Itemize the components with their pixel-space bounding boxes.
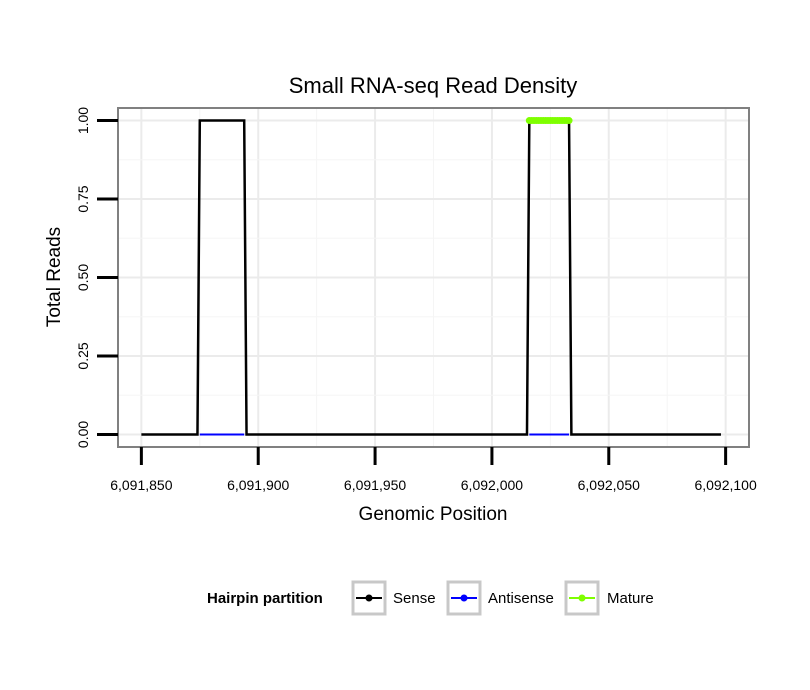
legend-point-antisense — [460, 594, 468, 602]
y-axis-title: Total Reads — [44, 227, 65, 327]
legend-item-mature: Mature — [564, 580, 654, 616]
x-tick-label: 6,091,850 — [110, 477, 172, 493]
legend-title: Hairpin partition — [207, 590, 323, 607]
legend-label-mature: Mature — [607, 590, 654, 607]
x-tick-label: 6,092,050 — [578, 477, 640, 493]
x-tick-label: 6,092,100 — [694, 477, 756, 493]
legend-label-antisense: Antisense — [488, 590, 554, 607]
x-axis: 6,091,850 6,091,900 6,091,950 6,092,000 6,09… — [110, 447, 757, 493]
y-tick-label: 0.50 — [75, 264, 91, 291]
y-tick-label: 0.25 — [75, 342, 91, 369]
series-layer — [141, 117, 721, 436]
series-line-sense — [141, 119, 721, 436]
legend-item-sense: Sense — [351, 580, 436, 616]
y-tick-label: 1.00 — [75, 107, 91, 134]
x-tick-label: 6,092,000 — [461, 477, 523, 493]
grid-lines — [118, 108, 749, 447]
chart-title: Small RNA-seq Read Density — [289, 73, 578, 98]
series-point-mature — [565, 117, 573, 125]
y-tick-label: 0.75 — [75, 185, 91, 212]
legend-item-antisense: Antisense — [446, 580, 554, 616]
x-tick-label: 6,091,950 — [344, 477, 406, 493]
legend-point-mature — [578, 594, 586, 602]
y-axis: 0.00 0.25 0.50 0.75 1.00 — [75, 107, 118, 448]
legend-point-sense — [365, 594, 373, 602]
x-tick-label: 6,091,900 — [227, 477, 289, 493]
y-tick-label: 0.00 — [75, 421, 91, 448]
legend: Hairpin partition Sense Antisense Mature — [207, 580, 654, 616]
legend-label-sense: Sense — [393, 590, 436, 607]
x-axis-title: Genomic Position — [359, 504, 508, 525]
